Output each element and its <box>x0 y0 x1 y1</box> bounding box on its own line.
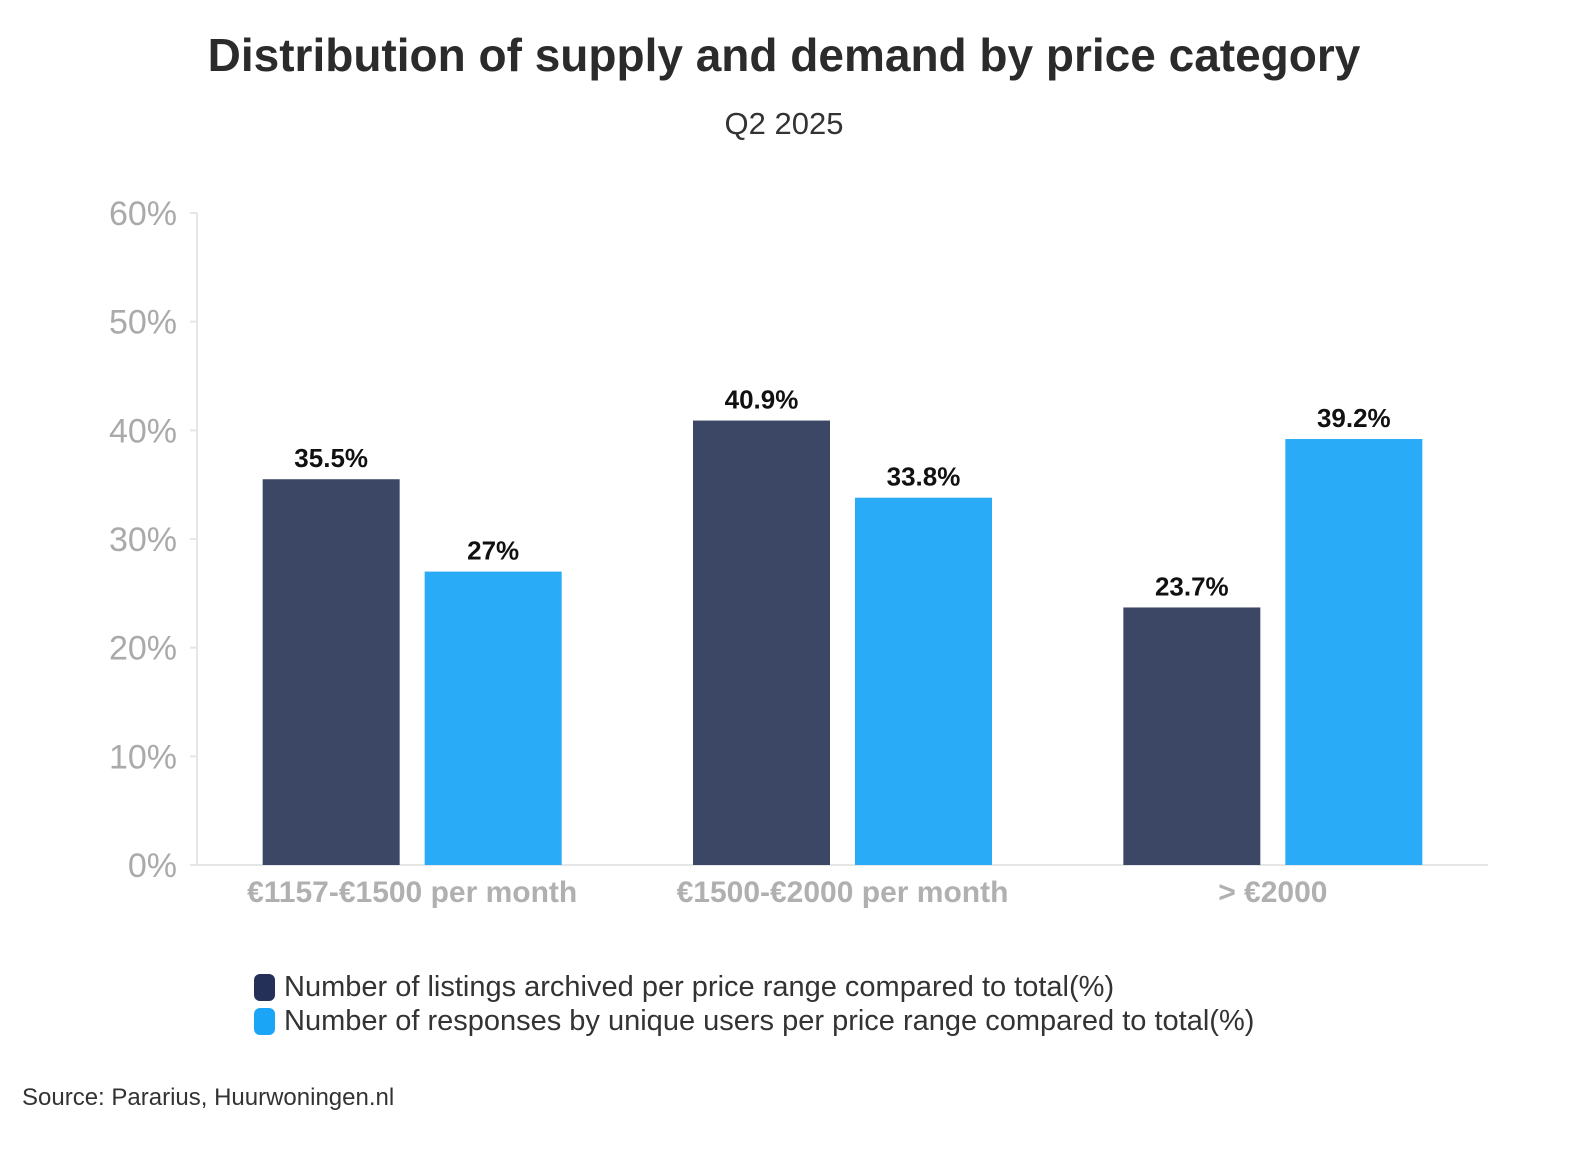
source-note: Source: Pararius, Huurwoningen.nl <box>22 1084 395 1111</box>
legend-label: Number of responses by unique users per … <box>284 1005 1255 1037</box>
data-label: 27% <box>467 536 519 566</box>
data-label: 35.5% <box>294 443 368 473</box>
y-tick-label: 30% <box>109 521 177 559</box>
chart-subtitle: Q2 2025 <box>724 106 844 141</box>
data-label: 40.9% <box>725 385 799 415</box>
legend-swatch <box>254 1007 275 1035</box>
x-tick-label: > €2000 <box>1218 876 1327 909</box>
bar <box>855 497 992 865</box>
y-tick-label: 0% <box>128 847 177 885</box>
data-label: 39.2% <box>1317 403 1391 433</box>
bar <box>1123 607 1261 865</box>
y-tick-label: 10% <box>109 738 177 776</box>
legend-swatch <box>254 973 275 1001</box>
x-tick-label: €1500-€2000 per month <box>677 876 1009 909</box>
y-tick-label: 20% <box>109 630 177 668</box>
bar <box>1285 439 1423 865</box>
legend: Number of listings archived per price ra… <box>254 970 1254 1038</box>
y-tick-label: 50% <box>109 304 177 342</box>
x-tick-label: €1157-€1500 per month <box>247 876 577 909</box>
bar <box>693 420 830 865</box>
chart-title: Distribution of supply and demand by pri… <box>207 29 1361 81</box>
y-tick-label: 60% <box>109 195 177 233</box>
bar <box>262 479 400 865</box>
data-label: 23.7% <box>1155 571 1229 601</box>
legend-item-listings: Number of listings archived per price ra… <box>254 970 1254 1004</box>
data-label: 33.8% <box>887 462 961 492</box>
bar <box>424 571 562 865</box>
legend-label: Number of listings archived per price ra… <box>284 971 1115 1003</box>
y-tick-label: 40% <box>109 412 177 450</box>
legend-item-responses: Number of responses by unique users per … <box>254 1004 1254 1038</box>
